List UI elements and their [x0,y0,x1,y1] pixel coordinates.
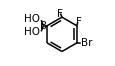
Text: B: B [40,21,47,31]
Text: HO: HO [24,14,40,24]
Text: Br: Br [80,38,91,48]
Text: F: F [75,17,81,27]
Text: HO: HO [24,27,40,37]
Text: F: F [56,9,62,19]
